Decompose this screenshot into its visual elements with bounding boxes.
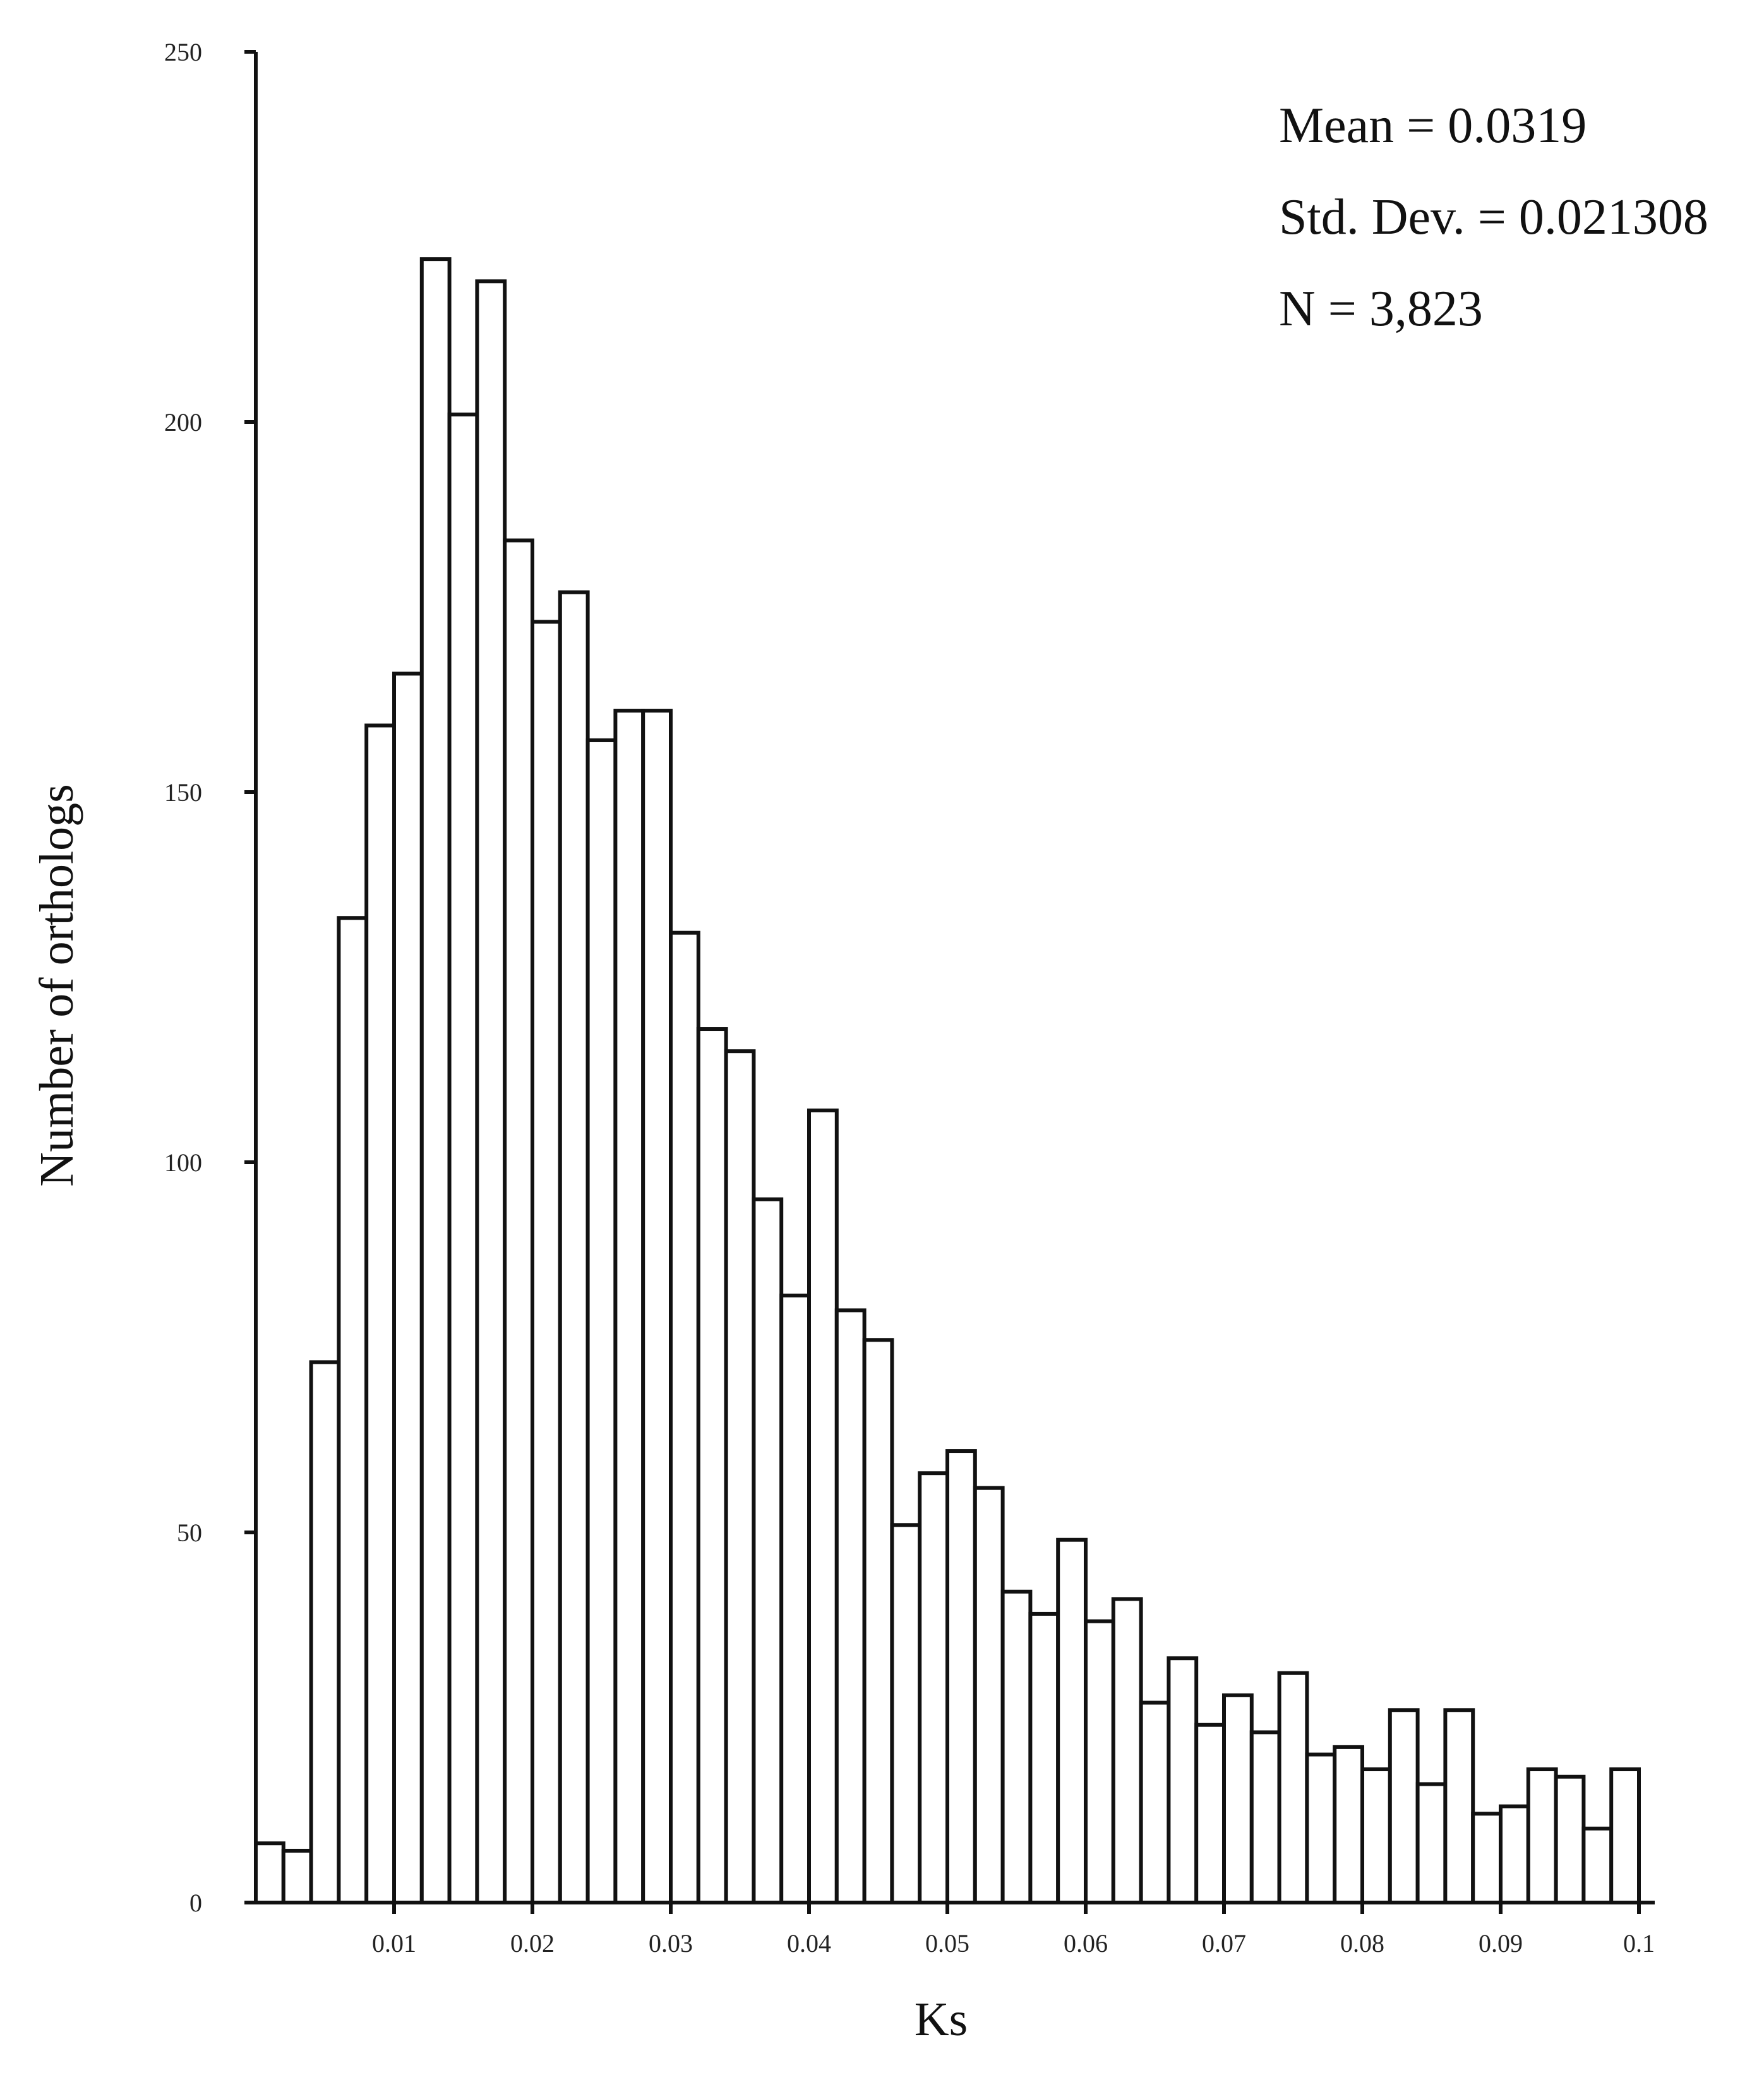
histogram-bar bbox=[447, 412, 479, 1904]
histogram-bar bbox=[890, 1523, 922, 1904]
histogram-bar bbox=[1526, 1767, 1558, 1905]
histogram-bar bbox=[1609, 1767, 1641, 1905]
histogram-bar bbox=[1028, 1611, 1060, 1904]
histogram-bar bbox=[1277, 1671, 1309, 1904]
histogram-bar bbox=[724, 1049, 756, 1904]
histogram-bar bbox=[669, 930, 700, 1904]
histogram-bar bbox=[834, 1308, 867, 1904]
histogram-bar bbox=[1305, 1752, 1337, 1905]
x-tick-label: 0.03 bbox=[649, 1929, 693, 1958]
x-axis-title: Ks bbox=[915, 1993, 968, 2046]
histogram-bar bbox=[503, 538, 535, 1904]
y-tick-label: 100 bbox=[164, 1148, 202, 1177]
x-tick-label: 0.1 bbox=[1623, 1929, 1655, 1958]
histogram-bar bbox=[1084, 1619, 1115, 1904]
histogram-bar bbox=[918, 1471, 949, 1904]
histogram-bar bbox=[558, 590, 590, 1904]
histogram-bar bbox=[779, 1293, 811, 1904]
histogram-bar bbox=[1415, 1782, 1448, 1904]
histogram-bar bbox=[1581, 1826, 1614, 1905]
histogram-bar bbox=[613, 709, 645, 1904]
x-tick-label: 0.01 bbox=[372, 1929, 416, 1958]
histogram-bar bbox=[475, 279, 507, 1904]
y-tick-label: 200 bbox=[164, 408, 202, 436]
histogram-bar bbox=[531, 620, 562, 1905]
histogram-bar bbox=[1000, 1589, 1033, 1904]
x-tick-label: 0.02 bbox=[510, 1929, 555, 1958]
histogram-bar bbox=[1554, 1774, 1586, 1905]
histogram-bar bbox=[364, 723, 397, 1904]
ticks-group: 0 50 100 150 200 250 0.01 0.02 0.03 0.04 0.05 0.06 0… bbox=[164, 38, 1655, 1958]
bars-group bbox=[254, 257, 1641, 1905]
histogram-bar bbox=[1139, 1700, 1171, 1905]
histogram-bar bbox=[392, 671, 424, 1904]
x-tick-label: 0.05 bbox=[925, 1929, 969, 1958]
x-tick-label: 0.06 bbox=[1064, 1929, 1108, 1958]
y-tick-label: 0 bbox=[189, 1889, 202, 1917]
histogram-bar bbox=[862, 1338, 894, 1904]
histogram-bar bbox=[1222, 1693, 1254, 1905]
histogram-bar bbox=[945, 1449, 977, 1905]
histogram-bar bbox=[1167, 1656, 1199, 1904]
histogram-bar bbox=[309, 1360, 341, 1904]
histogram-bar bbox=[337, 916, 369, 1904]
histogram-bar bbox=[419, 257, 452, 1905]
histogram-bar bbox=[1249, 1730, 1281, 1904]
y-tick-label: 250 bbox=[164, 38, 202, 66]
histogram-bar bbox=[1499, 1804, 1530, 1904]
y-tick-label: 150 bbox=[164, 778, 202, 807]
histogram-bar bbox=[1056, 1537, 1088, 1904]
annotation-mean: Mean = 0.0319 bbox=[1279, 98, 1587, 153]
histogram-bar bbox=[807, 1108, 839, 1904]
histogram-bar bbox=[973, 1486, 1005, 1904]
x-tick-label: 0.08 bbox=[1340, 1929, 1384, 1958]
histogram-bar bbox=[1194, 1723, 1226, 1904]
axes-group bbox=[244, 52, 1655, 1904]
histogram-bar bbox=[254, 1841, 285, 1904]
histogram-bar bbox=[1333, 1745, 1364, 1904]
histogram-bar bbox=[752, 1197, 784, 1904]
histogram-bar bbox=[585, 738, 618, 1904]
histogram-bar bbox=[1443, 1708, 1475, 1905]
histogram-bar bbox=[641, 709, 673, 1904]
annotation-std-dev: Std. Dev. = 0.021308 bbox=[1279, 189, 1708, 245]
histogram-bar bbox=[281, 1848, 313, 1904]
annotation-n: N = 3,823 bbox=[1279, 281, 1483, 337]
x-tick-label: 0.04 bbox=[787, 1929, 831, 1958]
histogram-bar bbox=[1388, 1708, 1420, 1905]
histogram-bar bbox=[696, 1027, 728, 1904]
x-tick-label: 0.09 bbox=[1479, 1929, 1523, 1958]
y-axis-title: Number of orthologs bbox=[30, 784, 83, 1186]
histogram-bar bbox=[1471, 1812, 1503, 1905]
histogram-bar bbox=[1111, 1597, 1143, 1904]
x-tick-label: 0.07 bbox=[1202, 1929, 1246, 1958]
y-tick-label: 50 bbox=[177, 1519, 202, 1547]
histogram-bar bbox=[1360, 1767, 1392, 1905]
